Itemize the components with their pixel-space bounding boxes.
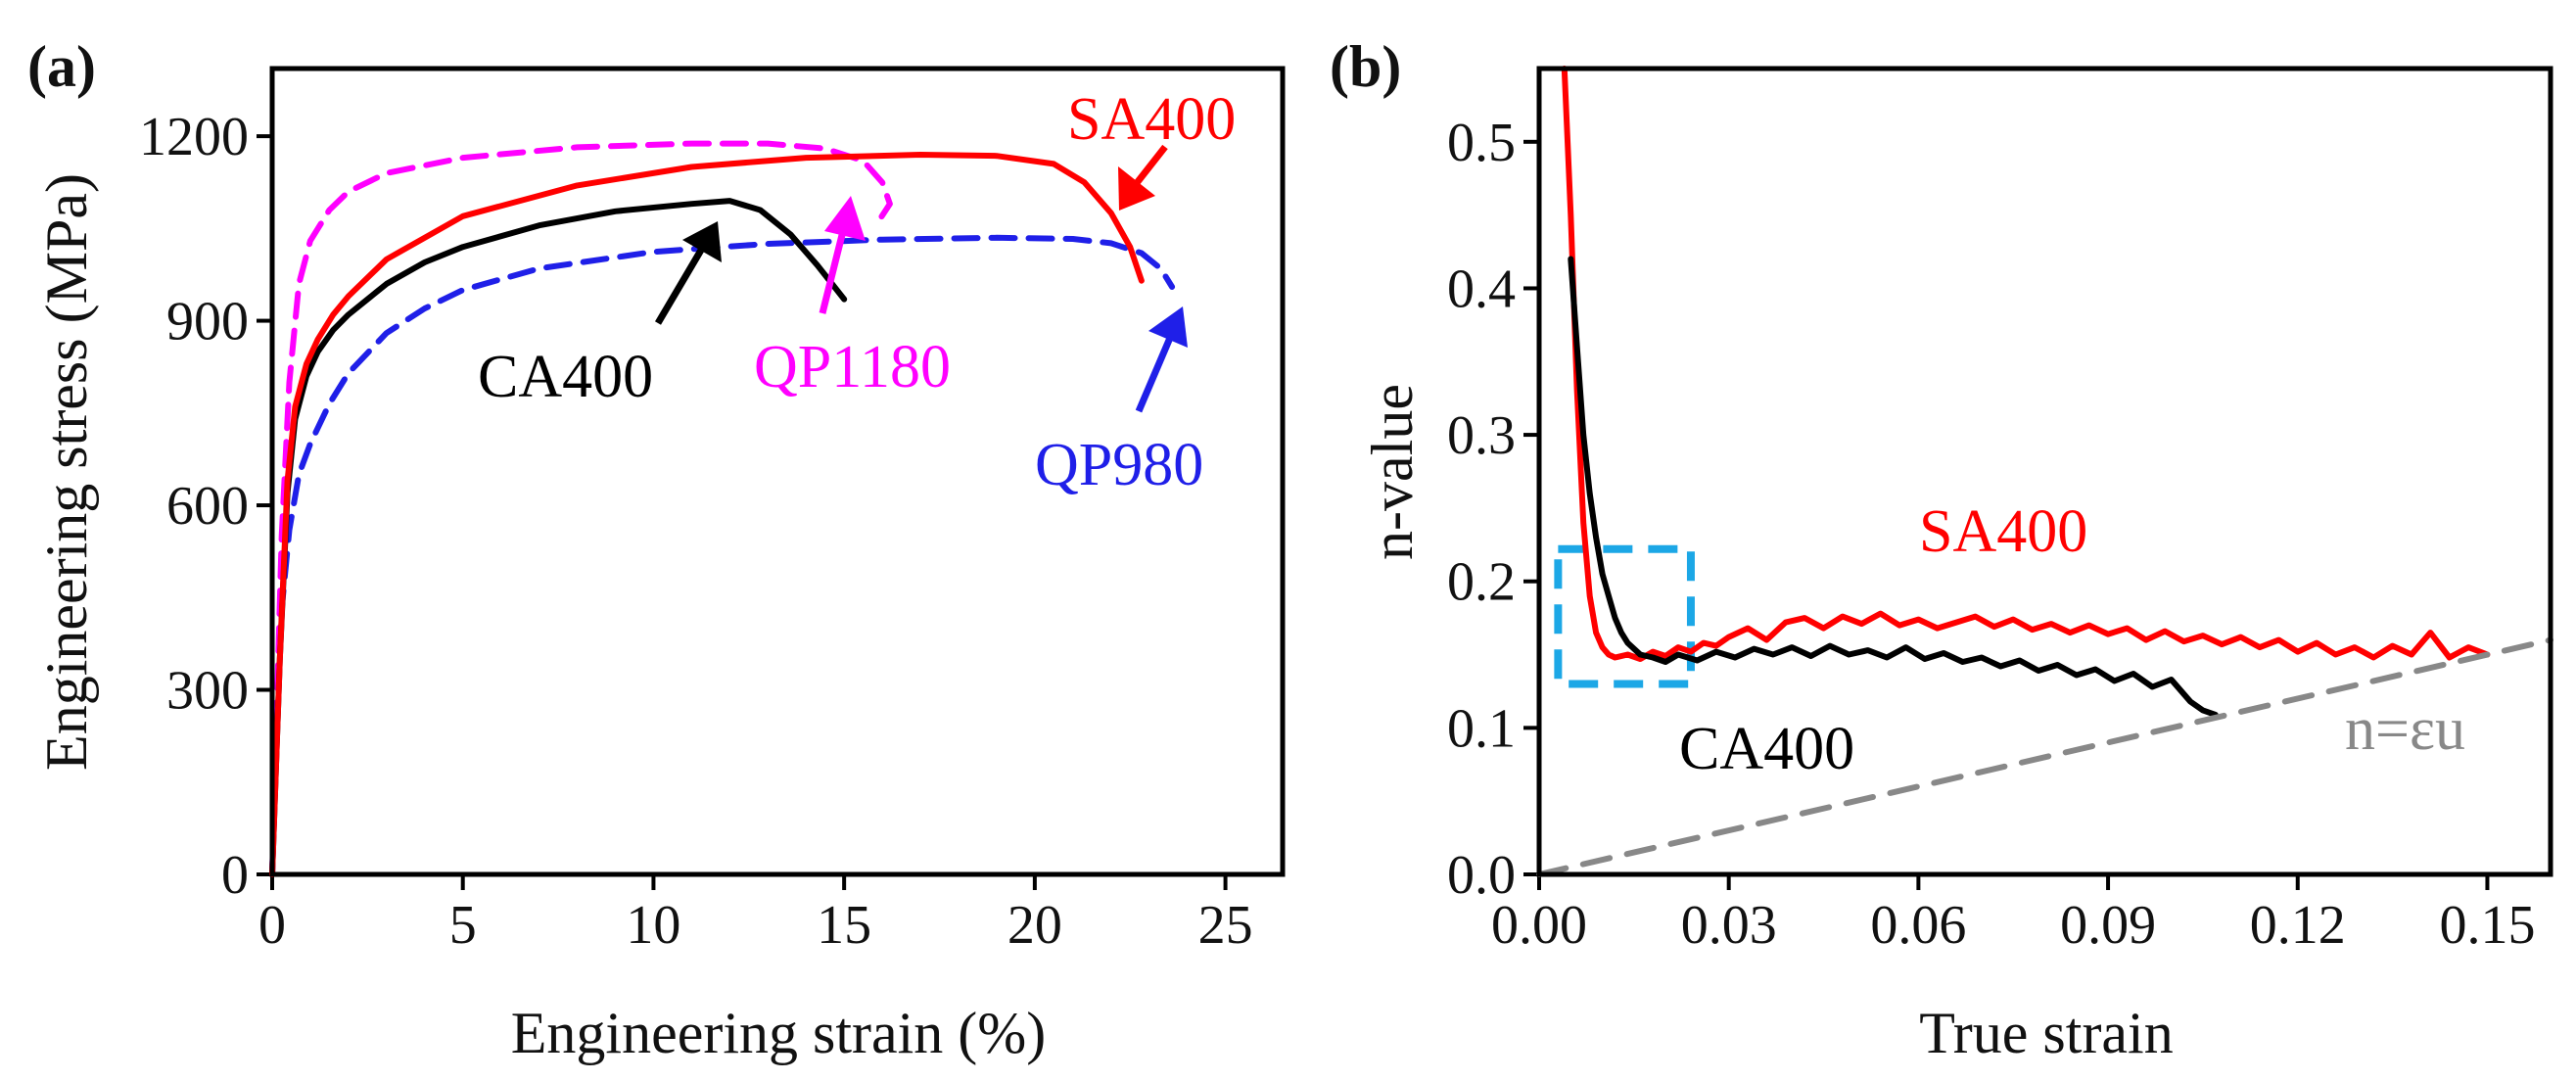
b-label-ca400: CA400 (1679, 716, 1854, 782)
b-x-tick-label: 0.09 (2060, 895, 2156, 956)
a-arrow-ca400 (654, 221, 722, 325)
a-arrow-qp980 (1135, 306, 1188, 413)
a-x-tick-label: 0 (258, 895, 286, 956)
b-y-tick-label: 0.0 (1447, 845, 1516, 906)
b-series-group (1536, 66, 2553, 877)
b-series-ca400 (1568, 256, 2219, 718)
a-x-axis-title: Engineering strain (%) (511, 1001, 1046, 1065)
a-series-group (269, 140, 1176, 877)
b-series-sa400 (1561, 66, 2491, 662)
a-y-tick-label: 900 (166, 292, 249, 352)
b-plot-frame (1536, 66, 2553, 877)
b-label-sa400: SA400 (1919, 498, 2087, 565)
b-x-tick-label: 0.00 (1491, 895, 1587, 956)
b-y-tick-label: 0.1 (1447, 698, 1516, 759)
b-x-tick-label: 0.15 (2439, 895, 2535, 956)
panel-b: (b) 0.00 0.03 0.06 0.09 0.12 0.15 0.0 0.1 0.2 0.3… (1330, 34, 2553, 1065)
b-ticks: 0.00 0.03 0.06 0.09 0.12 0.15 0.0 0.1 0.2 0.3 0.4 0… (1447, 113, 2535, 956)
b-x-tick-label: 0.12 (2250, 895, 2346, 956)
a-series-qp1180 (269, 140, 893, 877)
a-y-tick-label: 0 (221, 845, 249, 906)
a-y-axis-title: Engineering stress (MPa) (34, 173, 99, 771)
a-series-sa400 (269, 152, 1145, 877)
b-x-axis-title: True strain (1919, 1001, 2173, 1065)
a-ticks: 0 5 10 15 20 25 0 300 600 900 1200 (139, 107, 1253, 956)
b-y-tick-label: 0.2 (1447, 552, 1516, 613)
a-series-qp980 (269, 234, 1176, 877)
b-y-tick-label: 0.5 (1447, 113, 1516, 173)
a-arrow-sa400 (1118, 144, 1168, 211)
b-label-n-eq-eu: n=εu (2345, 696, 2465, 763)
a-x-tick-label: 20 (1007, 895, 1062, 956)
b-y-tick-label: 0.4 (1447, 258, 1516, 319)
panel-a-label: (a) (27, 34, 96, 99)
a-label-ca400: CA400 (478, 344, 653, 410)
a-label-qp1180: QP1180 (754, 334, 951, 400)
b-highlight-box (1554, 544, 1695, 688)
panel-b-label: (b) (1330, 34, 1401, 99)
a-plot-frame (269, 66, 1286, 877)
b-x-tick-label: 0.03 (1681, 895, 1777, 956)
b-series-n-u (1536, 636, 2553, 877)
a-x-tick-label: 10 (626, 895, 680, 956)
a-x-tick-label: 25 (1198, 895, 1253, 956)
a-series-ca400 (269, 198, 848, 877)
a-x-tick-label: 15 (817, 895, 871, 956)
b-x-tick-label: 0.06 (1870, 895, 1966, 956)
a-arrow-qp1180 (819, 196, 866, 314)
a-x-tick-label: 5 (449, 895, 477, 956)
a-y-tick-label: 600 (166, 476, 249, 537)
b-y-tick-label: 0.3 (1447, 405, 1516, 466)
panel-a: (a) 0 5 10 15 20 25 0 300 600 900 1200 Engineering… (27, 34, 1286, 1065)
a-y-tick-label: 300 (166, 661, 249, 722)
a-y-tick-label: 1200 (139, 107, 249, 167)
a-label-sa400: SA400 (1067, 86, 1236, 153)
a-label-qp980: QP980 (1035, 432, 1203, 498)
b-y-axis-title: n-value (1360, 384, 1425, 560)
